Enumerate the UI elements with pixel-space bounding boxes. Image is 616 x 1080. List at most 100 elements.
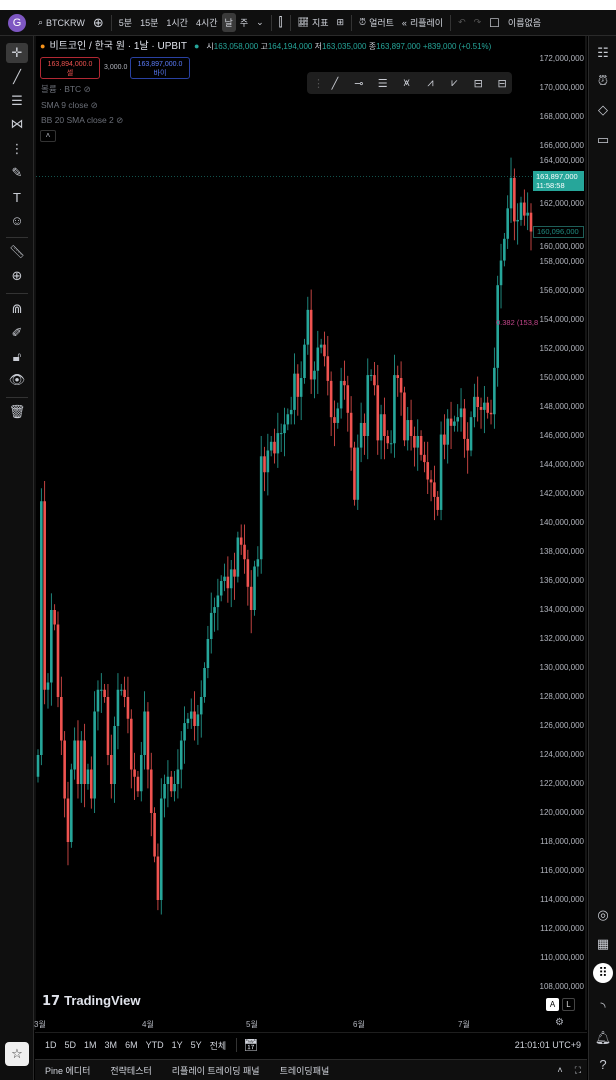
range-ytd[interactable]: YTD	[145, 1040, 164, 1050]
compare-symbol-button[interactable]: ⊕	[89, 15, 108, 31]
drag-handle-icon[interactable]: ⋮	[313, 77, 324, 90]
interval-1h[interactable]: 1시간	[166, 18, 188, 28]
candle-body	[306, 309, 310, 345]
text-icon[interactable]: T	[13, 189, 21, 205]
range-5d[interactable]: 5D	[64, 1040, 77, 1050]
month-label: 7월	[458, 1020, 470, 1029]
trend-line-icon[interactable]: ╱	[13, 69, 21, 84]
interval-week[interactable]: 주	[239, 18, 249, 28]
interval-dropdown[interactable]: ⌄	[252, 17, 268, 28]
unlock-icon[interactable]: 🔓︎	[12, 349, 22, 364]
chart-settings-icon[interactable]: ⚙	[555, 1017, 564, 1028]
collapse-legend-button[interactable]: ˄	[40, 130, 56, 142]
prediction-icon[interactable]: ⋮	[10, 141, 24, 156]
candle-body	[476, 396, 480, 407]
trend-line-icon[interactable]: ╱	[331, 77, 339, 90]
pattern-icon[interactable]: ⋈	[10, 116, 24, 131]
range-5y[interactable]: 5Y	[190, 1040, 202, 1050]
indicator-bb[interactable]: BB 20 SMA close 2 ⊘	[41, 115, 123, 126]
indicators-button[interactable]: 📈︎ 지표	[294, 16, 333, 29]
tab-replay-trading-panel[interactable]: 리플레이 트레이딩 패널	[171, 1065, 260, 1076]
star-icon[interactable]: ☆	[5, 1042, 29, 1066]
last-price-label: 163,897,000 11:58:58	[533, 171, 584, 191]
interval-day[interactable]: 날	[221, 13, 236, 32]
eye-icon[interactable]: 👁︎	[8, 372, 26, 387]
auto-scale-button[interactable]: A	[546, 998, 559, 1011]
elliott-wave-icon[interactable]: ⩘	[427, 76, 434, 89]
stream-icon[interactable]: ◝	[600, 999, 606, 1014]
trash-icon[interactable]: 🗑︎	[8, 404, 26, 419]
chevron-up-icon[interactable]: ˄	[557, 1065, 563, 1075]
candle-body	[129, 718, 133, 770]
short-position-icon[interactable]: ⊟	[497, 77, 507, 90]
crosshair-icon[interactable]: ✛	[6, 43, 28, 63]
magnet-icon[interactable]: ⋒	[11, 301, 23, 316]
interval-5m[interactable]: 5분	[118, 18, 133, 28]
chart-type-button[interactable]: ⫿	[275, 15, 287, 30]
lock-drawing-icon[interactable]: ✐	[11, 325, 23, 340]
range-6m[interactable]: 6M	[125, 1040, 138, 1050]
long-position-icon[interactable]: ⊟	[473, 77, 483, 90]
layout-button[interactable]: ☐	[485, 16, 504, 30]
replay-button[interactable]: «리플레이	[398, 16, 447, 29]
fib-retracement-icon[interactable]: ☰	[11, 93, 23, 108]
candle-body	[163, 784, 166, 799]
templates-button[interactable]: ⊞	[333, 17, 349, 28]
alert-button[interactable]: ⏰︎ 얼러트	[355, 16, 398, 29]
candle-body	[256, 559, 260, 567]
range-all[interactable]: 전체	[209, 1040, 227, 1051]
interval-15m[interactable]: 15분	[140, 18, 159, 28]
log-scale-button[interactable]: L	[562, 998, 575, 1011]
layout-name[interactable]: 이름없음	[507, 18, 542, 28]
symbol-search[interactable]: ⌕ BTCKRW	[34, 17, 89, 28]
price-tick-label: 154,000,000	[539, 315, 585, 324]
symbol-title[interactable]: 비트코인 / 한국 원 · 1날 · UPBIT	[49, 41, 187, 52]
clock[interactable]: 21:01:01 UTC+9	[514, 1040, 581, 1050]
sell-button[interactable]: 163,894,000.0 셀	[40, 57, 100, 79]
alarm-icon[interactable]: ⏰︎	[597, 73, 609, 88]
indicator-volume[interactable]: 볼륨 · BTC ⊘	[41, 84, 91, 95]
market-status-icon: ●	[193, 41, 200, 51]
tab-strategy-tester[interactable]: 전략테스터	[110, 1065, 152, 1076]
range-1y[interactable]: 1Y	[171, 1040, 183, 1050]
goto-date-icon[interactable]: 📅︎	[243, 1038, 259, 1052]
candle-body	[149, 769, 153, 813]
chevron-down-icon: ⌄	[256, 17, 264, 27]
layers-icon[interactable]: ◇	[598, 102, 608, 117]
indicator-sma[interactable]: SMA 9 close ⊘	[41, 100, 98, 111]
tab-trading-panel[interactable]: 트레이딩패널	[279, 1065, 330, 1076]
fib-icon[interactable]: ☰	[377, 77, 388, 90]
range-1d[interactable]: 1D	[45, 1040, 57, 1050]
price-tick-label: 164,000,000	[539, 156, 585, 165]
calendar-icon[interactable]: ▦	[596, 936, 610, 951]
avatar[interactable]: G	[8, 13, 26, 32]
range-3m[interactable]: 3M	[104, 1040, 118, 1050]
interval-4h[interactable]: 4시간	[195, 18, 218, 28]
emoji-icon[interactable]: ☺	[10, 212, 24, 228]
eye-hidden-icon[interactable]: ⊘	[83, 84, 91, 94]
buy-button[interactable]: 163,897,000.0 바이	[130, 57, 190, 79]
help-icon[interactable]: ?	[599, 1056, 607, 1072]
ruler-icon[interactable]: 📏︎	[8, 244, 26, 259]
zoom-in-icon[interactable]: ⊕	[11, 268, 23, 283]
undo-button[interactable]: ↶	[454, 17, 470, 28]
candle-body	[86, 769, 90, 784]
candle-body	[426, 462, 430, 480]
apps-icon[interactable]: ⠿	[593, 963, 613, 983]
maximize-icon[interactable]: ⛶	[574, 1064, 581, 1075]
chat-icon[interactable]: ▭	[596, 132, 610, 147]
abcd-pattern-icon[interactable]: ⩗	[451, 76, 458, 89]
radar-icon[interactable]: ◎	[597, 907, 609, 922]
brush-icon[interactable]: ✎	[11, 165, 23, 180]
range-1m[interactable]: 1M	[84, 1040, 97, 1050]
watchlist-icon[interactable]: ☷	[597, 45, 609, 60]
price-tick-label: 142,000,000	[539, 489, 585, 498]
tab-pine-editor[interactable]: Pine 에디터	[45, 1065, 91, 1076]
eye-hidden-icon[interactable]: ⊘	[116, 115, 124, 125]
eye-hidden-icon[interactable]: ⊘	[90, 100, 98, 110]
pattern-icon[interactable]: ⩙	[403, 76, 410, 89]
bell-icon[interactable]: 🔔︎	[594, 1030, 612, 1045]
redo-button[interactable]: ↷	[470, 17, 486, 28]
horizontal-ray-icon[interactable]: ⊸	[354, 77, 364, 90]
